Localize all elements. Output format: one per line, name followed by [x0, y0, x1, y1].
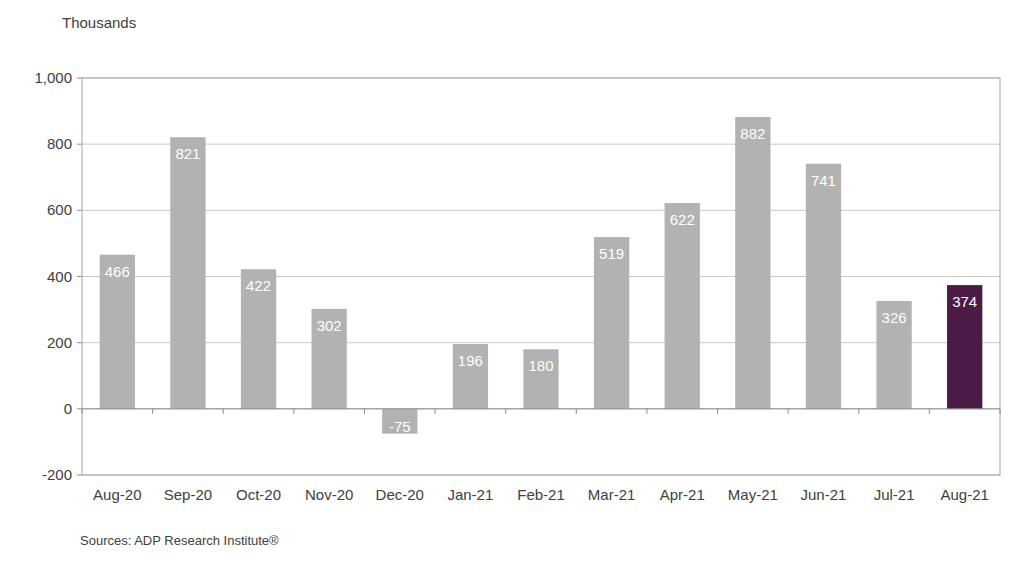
x-tick [364, 409, 365, 414]
x-tick-label: Oct-20 [236, 486, 281, 503]
x-tick-label: Dec-20 [376, 486, 424, 503]
x-tick [435, 409, 436, 414]
data-label: 180 [528, 357, 553, 374]
y-axis-label: Thousands [62, 14, 136, 31]
bar [665, 203, 700, 409]
x-tick-label: Sep-20 [164, 486, 212, 503]
x-tick-label: Jan-21 [447, 486, 493, 503]
plot-frame [82, 78, 1000, 475]
grid-line [82, 276, 1000, 277]
data-label: 422 [246, 277, 271, 294]
bar [523, 349, 558, 409]
y-tick-label: 600 [47, 201, 72, 218]
bar [100, 255, 135, 409]
bar [170, 137, 205, 409]
bars [100, 117, 983, 434]
data-label: 302 [317, 317, 342, 334]
x-tick-label: Jun-21 [801, 486, 847, 503]
x-tick-label: Nov-20 [305, 486, 353, 503]
x-tick [1000, 409, 1001, 414]
bar [947, 285, 982, 409]
grid-line [82, 408, 1000, 409]
y-tick [77, 144, 82, 145]
x-tick-label: Mar-21 [588, 486, 636, 503]
y-tick [77, 78, 82, 79]
x-tick [505, 409, 506, 414]
x-tick [858, 409, 859, 414]
bar [876, 301, 911, 409]
y-tick-label: 800 [47, 135, 72, 152]
y-tick [77, 475, 82, 476]
bar [806, 164, 841, 409]
x-tick [293, 409, 294, 414]
y-tick-label: 400 [47, 268, 72, 285]
data-label: 326 [882, 309, 907, 326]
bar [312, 309, 347, 409]
x-tick [717, 409, 718, 414]
data-label: 196 [458, 352, 483, 369]
data-label: 466 [105, 263, 130, 280]
x-tick [576, 409, 577, 414]
y-tick [77, 210, 82, 211]
x-axis-line [82, 408, 1000, 409]
data-label: -75 [389, 418, 411, 435]
x-tick [788, 409, 789, 414]
grid-line [82, 210, 1000, 211]
data-label: 374 [952, 293, 977, 310]
x-tick [152, 409, 153, 414]
y-tick-label: 0 [64, 400, 72, 417]
x-tick-label: May-21 [728, 486, 778, 503]
bar [735, 117, 770, 409]
x-tick [223, 409, 224, 414]
x-tick-label: Apr-21 [660, 486, 705, 503]
x-tick-label: Feb-21 [517, 486, 565, 503]
data-label: 821 [175, 145, 200, 162]
y-tick [77, 408, 82, 409]
chart-container: -200 0 200 400 600 800 1,000 Aug-20 Sep-20 Oct-20… [0, 0, 1024, 566]
data-label: 519 [599, 245, 624, 262]
source-note: Sources: ADP Research Institute® [80, 533, 279, 548]
y-tick [77, 276, 82, 277]
x-tick-label: Aug-21 [941, 486, 989, 503]
x-tick-label: Aug-20 [93, 486, 141, 503]
y-tick-label: 200 [47, 334, 72, 351]
y-tick-label: -200 [42, 466, 72, 483]
chart-svg: -200 0 200 400 600 800 1,000 Aug-20 Sep-20 Oct-20… [0, 0, 1024, 566]
grid-line [82, 342, 1000, 343]
x-tick [646, 409, 647, 414]
bar [382, 409, 417, 434]
data-label: 622 [670, 211, 695, 228]
bar [594, 237, 629, 409]
x-tick [929, 409, 930, 414]
y-tick-label: 1,000 [34, 69, 72, 86]
y-tick [77, 342, 82, 343]
x-tick [82, 409, 83, 414]
bar [241, 269, 276, 409]
data-label: 741 [811, 172, 836, 189]
x-tick-label: Jul-21 [874, 486, 915, 503]
data-label: 882 [740, 125, 765, 142]
bar [453, 344, 488, 409]
grid-line [82, 144, 1000, 145]
